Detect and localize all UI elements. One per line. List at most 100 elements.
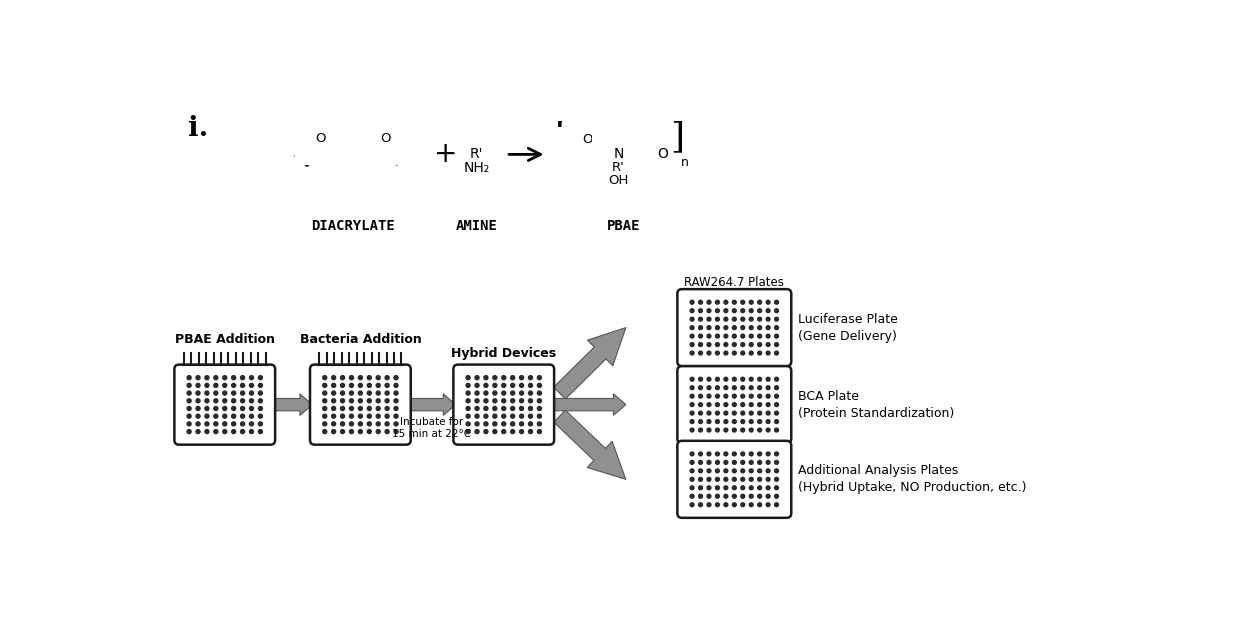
Circle shape [715,494,719,498]
Circle shape [537,430,542,434]
Circle shape [223,422,227,426]
Circle shape [358,391,362,395]
Circle shape [707,503,711,507]
Circle shape [376,430,381,434]
Circle shape [775,411,779,415]
Circle shape [758,486,761,490]
Circle shape [223,414,227,418]
Circle shape [698,411,702,415]
Circle shape [322,399,327,403]
Circle shape [740,452,745,456]
Circle shape [766,420,770,423]
Circle shape [376,375,381,380]
Circle shape [715,469,719,473]
Circle shape [537,384,542,387]
Circle shape [394,399,398,403]
Circle shape [331,422,336,426]
Circle shape [232,384,236,387]
Circle shape [740,503,745,507]
Circle shape [707,469,711,473]
Text: n: n [681,155,688,169]
Circle shape [213,406,218,410]
Circle shape [232,414,236,418]
Circle shape [341,414,345,418]
Circle shape [775,503,779,507]
Circle shape [341,375,345,380]
Circle shape [187,399,191,403]
Circle shape [715,300,719,304]
Circle shape [758,420,761,423]
Circle shape [715,461,719,465]
Circle shape [358,399,362,403]
Circle shape [187,430,191,434]
Circle shape [698,377,702,381]
Circle shape [196,430,200,434]
Circle shape [322,391,327,395]
Circle shape [707,394,711,398]
Text: DIACRYLATE: DIACRYLATE [311,219,394,233]
Circle shape [715,428,719,432]
Circle shape [775,494,779,498]
Circle shape [715,377,719,381]
Circle shape [698,486,702,490]
Circle shape [249,384,253,387]
Circle shape [766,411,770,415]
Circle shape [766,343,770,346]
Circle shape [223,406,227,410]
Circle shape [758,377,761,381]
Circle shape [758,452,761,456]
Circle shape [520,430,523,434]
Circle shape [766,469,770,473]
Circle shape [386,422,389,426]
Circle shape [205,391,208,395]
Circle shape [758,343,761,346]
Circle shape [691,420,694,423]
Text: O: O [645,133,655,146]
Circle shape [367,406,371,410]
Circle shape [386,375,389,380]
Circle shape [232,422,236,426]
Text: R': R' [470,147,484,161]
Circle shape [707,452,711,456]
Circle shape [758,334,761,338]
Circle shape [758,428,761,432]
Circle shape [766,386,770,389]
Circle shape [492,375,497,380]
Circle shape [733,300,737,304]
Circle shape [511,422,515,426]
Circle shape [331,384,336,387]
Text: O: O [568,147,579,161]
Circle shape [698,494,702,498]
Circle shape [394,384,398,387]
Circle shape [758,469,761,473]
Circle shape [350,391,353,395]
Circle shape [775,351,779,355]
Circle shape [749,325,753,329]
Circle shape [733,461,737,465]
Circle shape [715,386,719,389]
Circle shape [205,430,208,434]
Circle shape [733,394,737,398]
Circle shape [232,391,236,395]
Circle shape [740,394,745,398]
Circle shape [749,420,753,423]
Circle shape [394,391,398,395]
Circle shape [698,386,702,389]
Circle shape [749,334,753,338]
Circle shape [537,422,542,426]
Circle shape [376,406,381,410]
Circle shape [205,384,208,387]
Circle shape [775,334,779,338]
Circle shape [691,461,694,465]
Circle shape [213,391,218,395]
Circle shape [358,406,362,410]
Circle shape [707,309,711,313]
Circle shape [724,309,728,313]
Circle shape [492,391,497,395]
Circle shape [691,469,694,473]
Circle shape [707,486,711,490]
Circle shape [749,377,753,381]
Circle shape [724,411,728,415]
Circle shape [511,384,515,387]
Circle shape [775,317,779,321]
